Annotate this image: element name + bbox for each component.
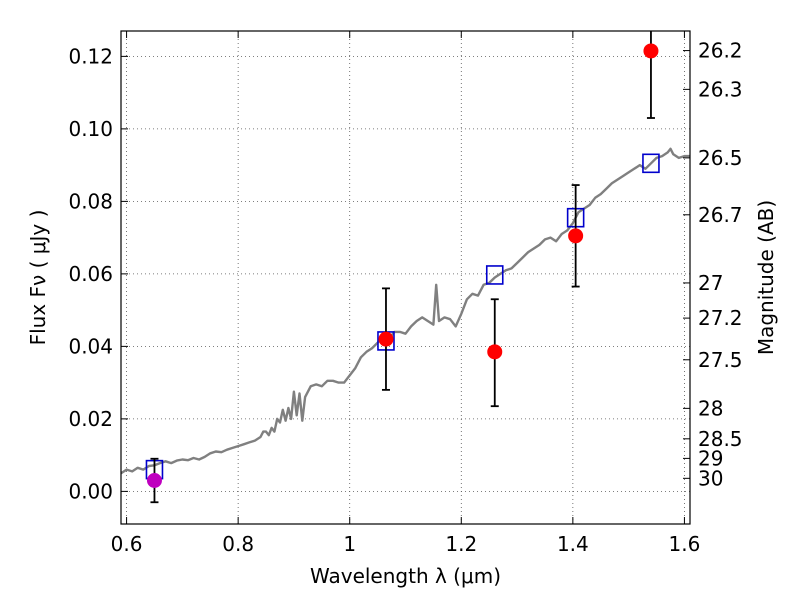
y2-axis-title: Magnitude (AB) [754,200,778,355]
y2-tick-label: 26.7 [698,203,743,227]
model-square-point [642,153,660,174]
y2-tick-label: 27 [698,271,723,295]
y-tick-label: 0.02 [68,407,113,431]
plot-series [121,31,690,504]
y-tick-label: 0.04 [68,334,113,358]
plot-frame [120,30,691,525]
y2-tick-label: 26.2 [698,39,743,63]
y2-tick-label: 26.5 [698,146,743,170]
x-tick-label: 0.6 [111,532,143,556]
x-tick-label: 1.2 [445,532,477,556]
y-tick-label: 0.12 [68,44,113,68]
y-tick-label: 0.08 [68,189,113,213]
x-tick-label: 1.4 [557,532,589,556]
y2-tick-label: 30 [698,466,723,490]
y-tick-label: 0.00 [68,479,113,503]
y-axis-title: Flux Fν ( μJy ) [26,210,50,346]
y2-tick-label: 28 [698,396,723,420]
y2-tick-label: 28.5 [698,427,743,451]
x-axis-title: Wavelength λ (μm) [310,564,501,588]
y2-tick-label: 26.3 [698,77,743,101]
observed-data-point [487,344,503,360]
observed-data-point [643,43,659,59]
y-tick-label: 0.06 [68,262,113,286]
y-tick-label: 0.10 [68,117,113,141]
y2-tick-label: 27.5 [698,348,743,372]
grid [121,31,690,524]
observed-data-point [146,473,162,488]
y2-tick-label: 29 [698,446,723,470]
observed-data-point [378,331,394,347]
y2-tick-label: 27.2 [698,306,743,330]
model-square-point [485,265,504,285]
observed-data-point [568,228,584,244]
axis-ticks: 0.6 0.8 1 1.2 1.4 1.6 0.00 0.02 0.04 0.06 0.08 0.10… [68,31,743,556]
x-tick-label: 1 [343,532,356,556]
x-tick-label: 1.6 [669,532,701,556]
x-tick-label: 0.8 [222,532,254,556]
plot-area [121,31,690,504]
